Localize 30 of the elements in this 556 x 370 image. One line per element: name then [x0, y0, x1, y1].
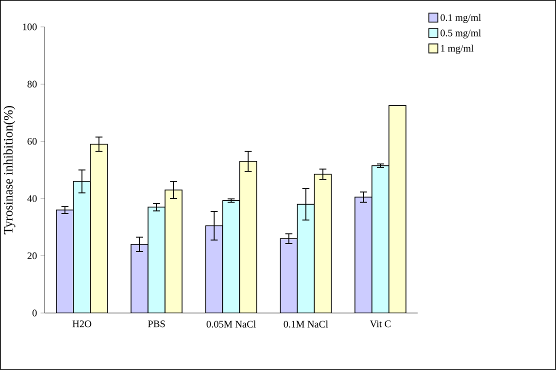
x-tick-label: H2O [72, 320, 92, 328]
bar [388, 105, 406, 314]
legend-label: 1 mg/ml [441, 44, 474, 54]
bar [296, 204, 315, 314]
bar [130, 244, 148, 314]
y-tick-label: 20 [28, 252, 37, 260]
x-tick-label: 0.1M NaCl [284, 320, 328, 328]
y-tick-label: 60 [28, 138, 37, 145]
y-tick-label: 40 [27, 195, 37, 202]
y-tick-label: 100 [23, 24, 37, 30]
bar [354, 196, 372, 314]
legend-label: 0.5 mg/ml [440, 29, 481, 38]
legend-label: 0.1 mg/ml [440, 14, 481, 24]
x-tick-label: 0.05M NaCl [206, 320, 256, 328]
y-axis-title: Tyrosinase inhibition(%) [4, 106, 16, 234]
x-tick-label: Vit C [370, 320, 391, 328]
bar [90, 144, 108, 314]
bar [73, 181, 91, 314]
bar [205, 225, 224, 314]
bar [280, 238, 298, 314]
bar [239, 161, 258, 314]
bar [222, 200, 240, 314]
x-tick-label: PBS [148, 320, 165, 328]
bar [56, 210, 74, 314]
bar [164, 190, 182, 314]
bar [372, 165, 390, 314]
bar [314, 174, 332, 314]
y-tick-label: 80 [28, 80, 37, 88]
bar [148, 206, 166, 314]
y-tick-label: 0 [32, 310, 37, 316]
